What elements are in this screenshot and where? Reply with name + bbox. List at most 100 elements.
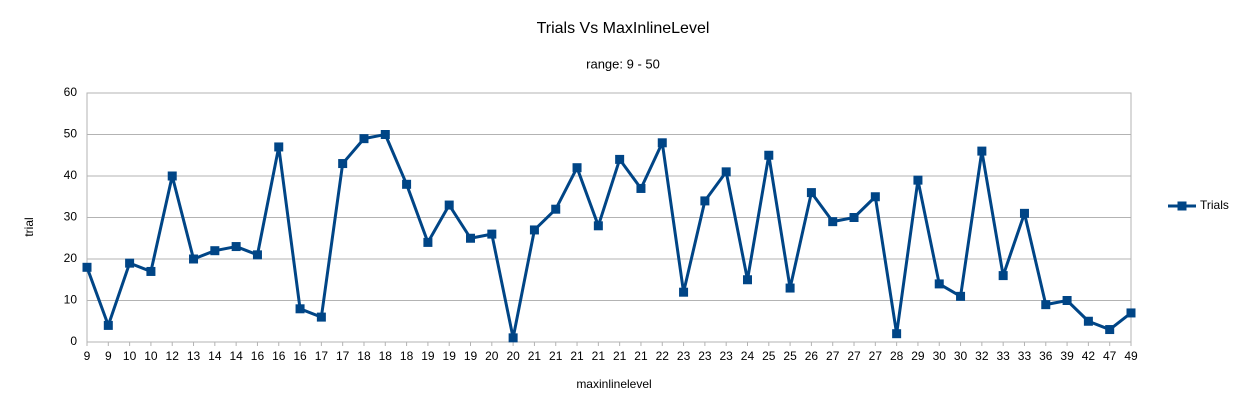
x-tick-label: 32	[975, 349, 989, 363]
x-tick-label: 19	[464, 349, 478, 363]
x-tick-label: 22	[656, 349, 670, 363]
y-tick-label: 30	[64, 210, 78, 224]
x-tick-label: 23	[698, 349, 712, 363]
x-tick-label: 23	[720, 349, 734, 363]
x-tick-label: 49	[1124, 349, 1138, 363]
data-point	[849, 213, 859, 222]
x-tick-label: 16	[293, 349, 307, 363]
x-tick-label: 25	[783, 349, 797, 363]
x-tick-label: 16	[251, 349, 265, 363]
x-tick-label: 42	[1082, 349, 1096, 363]
data-point	[402, 179, 412, 189]
legend-marker	[1177, 201, 1187, 211]
data-point	[231, 242, 241, 252]
y-tick-label: 20	[64, 251, 78, 265]
x-tick-label: 18	[357, 349, 371, 363]
y-tick-label: 10	[64, 293, 78, 307]
x-axis-label: maxinlinelevel	[576, 377, 651, 391]
x-tick-label: 17	[315, 349, 329, 363]
plot-frame	[86, 92, 1132, 343]
x-tick-label: 10	[144, 349, 158, 363]
data-point	[1041, 300, 1051, 310]
data-point	[1062, 296, 1072, 305]
x-tick-label: 27	[869, 349, 883, 363]
x-tick-label: 29	[911, 349, 925, 363]
data-point	[764, 150, 774, 160]
x-tick-label: 36	[1039, 349, 1053, 363]
data-point	[636, 183, 646, 193]
data-point	[977, 146, 987, 156]
x-tick-label: 23	[677, 349, 691, 363]
data-point	[210, 246, 220, 256]
data-point	[572, 163, 582, 173]
data-point	[359, 134, 369, 144]
x-tick-label: 27	[826, 349, 840, 363]
data-point	[252, 250, 262, 260]
data-point	[657, 138, 667, 148]
data-point	[892, 329, 902, 339]
data-point	[146, 266, 156, 276]
data-point	[998, 271, 1008, 281]
data-point	[679, 287, 689, 297]
x-tick-label: 30	[954, 349, 968, 363]
x-tick-label: 13	[187, 349, 201, 363]
x-tick-label: 18	[379, 349, 393, 363]
data-point	[551, 204, 561, 214]
data-point	[189, 254, 199, 264]
x-tick-label: 20	[485, 349, 499, 363]
data-point	[913, 175, 923, 185]
data-point	[338, 159, 348, 169]
data-point	[380, 130, 390, 139]
data-line	[85, 133, 1132, 340]
data-point	[1105, 325, 1115, 335]
data-point	[316, 312, 326, 322]
data-point	[1126, 308, 1136, 318]
x-tick-label: 10	[123, 349, 137, 363]
data-point	[593, 221, 603, 231]
data-point	[721, 167, 731, 177]
data-point	[423, 237, 433, 247]
x-tick-label: 28	[890, 349, 904, 363]
data-point	[274, 142, 284, 152]
x-tick-label: 9	[84, 349, 91, 363]
data-point	[167, 171, 177, 181]
data-point	[700, 196, 710, 206]
x-tick-label: 24	[741, 349, 755, 363]
legend-label: Trials	[1200, 198, 1229, 212]
y-tick-label: 60	[64, 85, 78, 99]
x-tick-label: 21	[549, 349, 563, 363]
x-tick-label: 14	[229, 349, 243, 363]
x-tick-label: 9	[105, 349, 112, 363]
data-point	[742, 275, 752, 285]
x-tick-label: 19	[421, 349, 435, 363]
x-tick-label: 17	[336, 349, 350, 363]
y-tick-label: 0	[70, 334, 77, 348]
data-point	[295, 304, 305, 314]
x-tick-label: 21	[634, 349, 648, 363]
data-point	[82, 262, 92, 272]
x-tick-label: 21	[592, 349, 606, 363]
chart-title: Trials Vs MaxInlineLevel	[537, 20, 710, 37]
y-axis-label: trial	[22, 217, 36, 236]
x-tick-label: 33	[1018, 349, 1032, 363]
data-point	[956, 291, 966, 301]
data-point	[103, 320, 113, 330]
x-tick-label: 21	[570, 349, 584, 363]
data-point	[1019, 208, 1029, 218]
data-point	[444, 200, 454, 210]
data-point	[785, 283, 795, 293]
x-tick-label: 30	[933, 349, 947, 363]
x-tick-label: 47	[1103, 349, 1117, 363]
x-tick-label: 39	[1060, 349, 1074, 363]
x-tick-label: 12	[166, 349, 180, 363]
x-tick-label: 25	[762, 349, 776, 363]
data-point	[934, 279, 944, 289]
data-point	[529, 225, 539, 235]
x-tick-label: 20	[506, 349, 520, 363]
data-point	[615, 154, 625, 164]
chart-subtitle: range: 9 - 50	[586, 56, 660, 71]
y-tick-label: 50	[64, 127, 78, 141]
data-point	[487, 229, 497, 239]
x-tick-label: 18	[400, 349, 414, 363]
